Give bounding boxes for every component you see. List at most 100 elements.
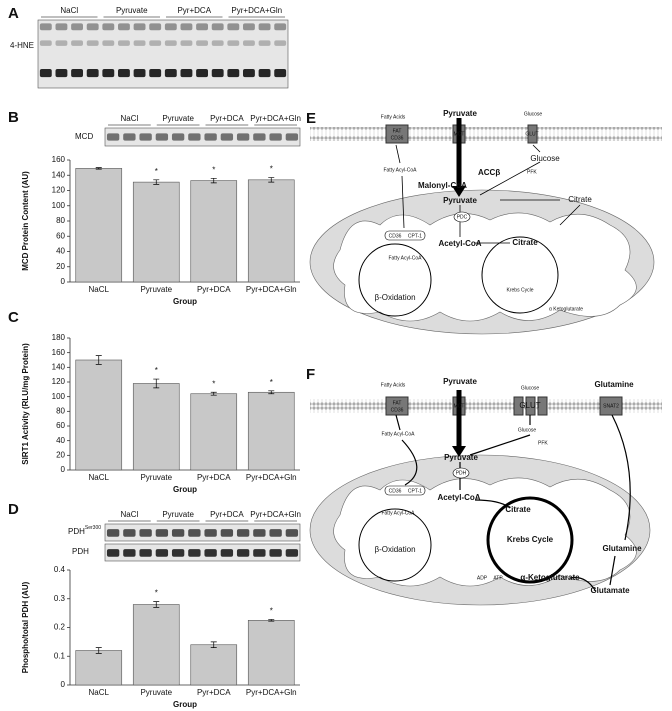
band <box>149 40 162 46</box>
band <box>285 549 299 557</box>
diagram-f: Fatty Acids Pyruvate Glucose Glutamine F… <box>309 377 662 606</box>
y-tick-label: 0 <box>61 680 66 689</box>
label: PFK <box>527 169 537 175</box>
label: PDC <box>457 214 468 220</box>
band <box>274 40 287 46</box>
error-bar <box>268 390 275 395</box>
x-tick-label: NaCL <box>89 688 110 697</box>
bar <box>247 391 295 471</box>
label: Glucose <box>521 385 540 391</box>
y-tick-label: 140 <box>52 170 66 179</box>
band <box>164 23 177 31</box>
x-tick-label: Pyr+DCA <box>197 285 231 294</box>
band <box>227 23 240 31</box>
x-axis-label: Group <box>173 485 197 494</box>
y-tick-label: 100 <box>52 392 66 401</box>
band <box>269 529 282 537</box>
label: Fatty Acyl-CoA <box>381 510 415 516</box>
error-bar <box>153 378 160 389</box>
bar <box>75 168 123 283</box>
band <box>149 23 162 31</box>
label: CD36 <box>391 407 404 413</box>
bar <box>190 393 238 471</box>
band <box>106 133 120 141</box>
label: MCT <box>454 403 465 409</box>
error-bar <box>95 167 102 170</box>
band <box>86 23 99 31</box>
label: FAT <box>393 400 402 406</box>
x-tick-label: Pyruvate <box>140 285 172 294</box>
arrow-head <box>452 186 466 197</box>
band <box>139 133 152 141</box>
band <box>123 549 136 557</box>
label: Krebs Cycle <box>507 287 534 293</box>
significance: * <box>155 366 158 375</box>
group-label: Pyr+DCA <box>210 510 244 519</box>
label: Glutamine <box>602 544 642 553</box>
label: CPT-1 <box>408 488 422 494</box>
band <box>196 40 208 46</box>
label: CD36 <box>391 135 404 141</box>
x-tick-label: NaCL <box>89 473 110 482</box>
band <box>118 68 130 78</box>
label: Pyruvate <box>443 196 477 205</box>
band <box>269 133 282 141</box>
label: Fatty Acids <box>381 382 406 388</box>
x-tick-label: Pyr+DCA+Gln <box>246 688 297 697</box>
label: Glucose <box>524 111 543 117</box>
band <box>164 68 177 78</box>
y-tick-label: 0.4 <box>54 565 66 574</box>
y-tick-label: 160 <box>52 348 66 357</box>
group-label: Pyr+DCA <box>210 114 244 123</box>
band <box>39 40 52 46</box>
enzyme <box>384 230 426 241</box>
band <box>123 133 136 141</box>
band <box>220 529 234 537</box>
x-tick-label: NaCL <box>89 285 110 294</box>
band <box>188 529 201 537</box>
label: β-Oxidation <box>374 545 415 554</box>
label: Fatty Acyl-CoA <box>388 255 422 261</box>
band <box>102 68 115 78</box>
band <box>155 549 169 557</box>
blot-label: PDHSer300 <box>68 525 101 536</box>
x-tick-label: Pyr+DCA <box>197 688 231 697</box>
y-tick-label: 100 <box>52 201 66 210</box>
enzyme <box>384 485 426 496</box>
error-bar <box>95 355 102 365</box>
error-bar <box>153 601 160 608</box>
band <box>39 68 52 78</box>
band <box>86 68 99 78</box>
group-label: Pyruvate <box>162 510 194 519</box>
y-tick-label: 140 <box>52 362 66 371</box>
bar <box>75 359 123 471</box>
y-tick-label: 40 <box>56 247 65 256</box>
label: Citrate <box>568 195 592 204</box>
band <box>155 133 169 141</box>
blot-label: MCD <box>75 132 93 141</box>
protein: PDH <box>68 527 85 536</box>
group-label: NaCl <box>60 6 78 15</box>
group-label: Pyr+DCA+Gln <box>231 6 282 15</box>
y-tick-label: 0 <box>61 277 66 286</box>
band <box>102 40 115 46</box>
diagram-e: Fatty Acids Pyruvate Glucose FAT CD36 MC… <box>309 109 662 335</box>
group-label: Pyr+DCA+Gln <box>250 510 301 519</box>
enzyme <box>452 467 470 479</box>
x-axis-label: Group <box>173 297 197 306</box>
label: ACCβ <box>478 168 500 177</box>
group-label: Pyruvate <box>116 6 148 15</box>
band <box>253 133 266 141</box>
band <box>180 68 193 78</box>
transporter <box>385 124 409 144</box>
band <box>211 40 224 46</box>
krebs-cycle <box>481 236 559 314</box>
band <box>180 23 193 31</box>
band <box>106 529 120 537</box>
significance: * <box>270 165 273 174</box>
band <box>139 549 152 557</box>
band <box>253 549 266 557</box>
blot-label: PDH <box>72 547 89 556</box>
label: Glutamate <box>590 586 630 595</box>
